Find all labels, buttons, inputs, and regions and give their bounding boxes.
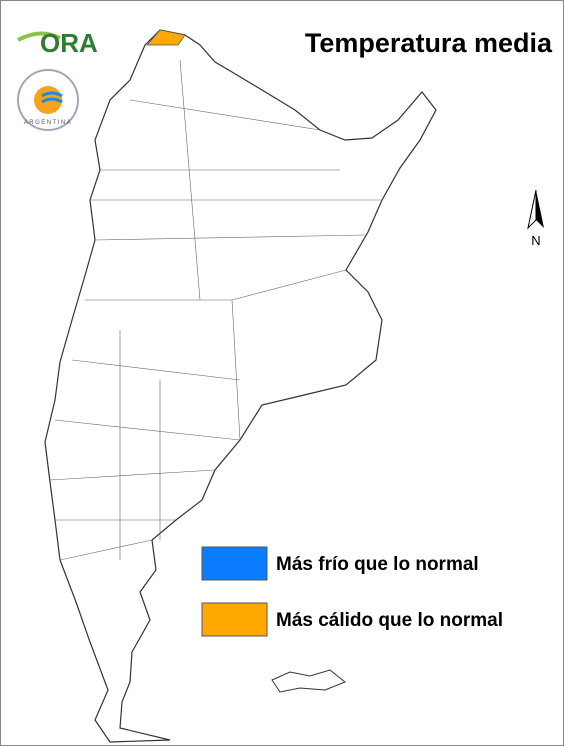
legend-label: Más frío que lo normal (276, 554, 479, 575)
map-title: Temperatura media (305, 28, 553, 58)
legend-swatch (202, 603, 267, 636)
legend-label: Más cálido que lo normal (276, 610, 503, 631)
smn-logo-text: ARGENTINA (24, 120, 73, 126)
legend-swatch (202, 547, 267, 580)
ora-logo: ORA (40, 28, 98, 58)
map-page: Temperatura media ORA ARGENTINA N Más fr… (0, 0, 564, 746)
north-label: N (531, 233, 540, 248)
